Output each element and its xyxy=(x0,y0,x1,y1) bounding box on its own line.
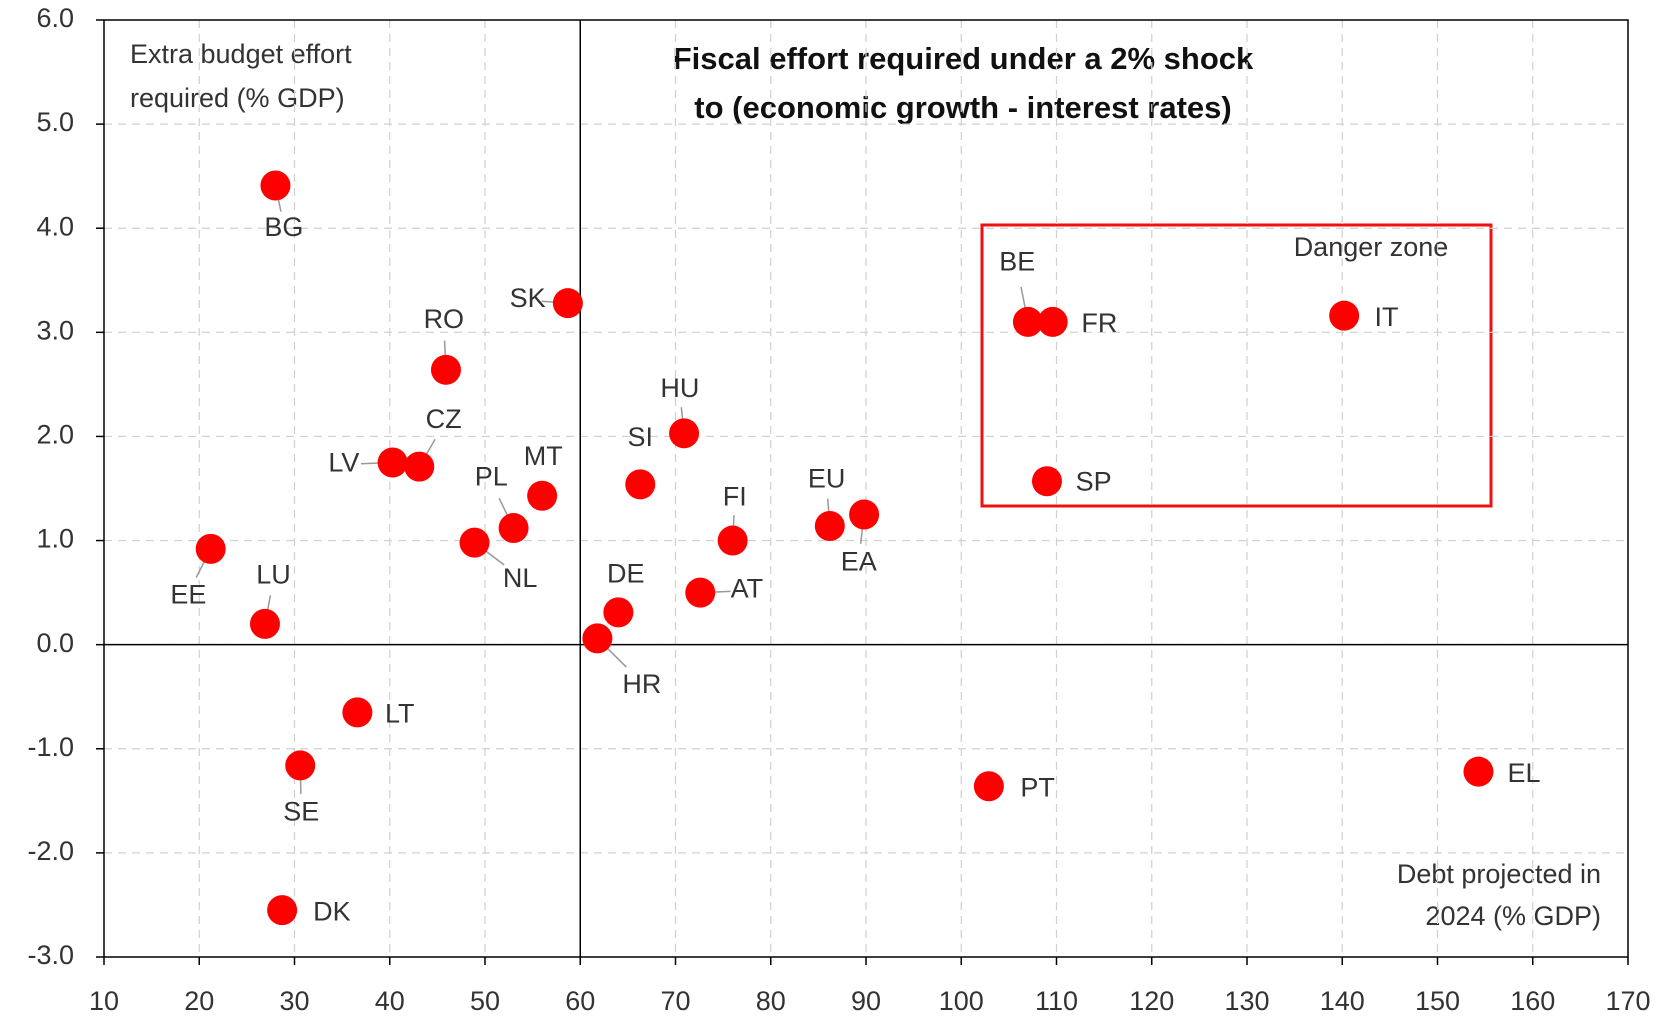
x-tick-label: 150 xyxy=(1415,986,1460,1016)
point xyxy=(527,480,558,511)
y-tick-label: 1.0 xyxy=(36,524,74,554)
point xyxy=(973,771,1004,802)
point xyxy=(430,354,461,385)
y-tick-label: 3.0 xyxy=(36,315,74,345)
point-label: MT xyxy=(524,441,563,471)
y-tick-label: 0.0 xyxy=(36,628,74,658)
point xyxy=(195,533,226,564)
point-label: FR xyxy=(1081,308,1117,338)
point xyxy=(552,288,583,319)
point xyxy=(849,499,880,530)
point xyxy=(459,527,490,558)
y-axis-label: Extra budget effort xyxy=(130,39,352,69)
point-label: AT xyxy=(731,574,764,604)
point-label: EE xyxy=(170,580,206,610)
x-tick-label: 70 xyxy=(660,986,690,1016)
danger-zone-box xyxy=(980,223,1493,508)
x-tick-label: 170 xyxy=(1605,986,1650,1016)
x-tick-label: 130 xyxy=(1224,986,1269,1016)
point xyxy=(342,697,373,728)
x-tick-label: 50 xyxy=(470,986,500,1016)
point-label: EU xyxy=(808,464,846,494)
y-tick-label: 6.0 xyxy=(36,3,74,33)
point-label: BE xyxy=(999,247,1035,277)
point xyxy=(603,597,634,628)
point-label: PT xyxy=(1020,773,1055,803)
point xyxy=(1329,300,1360,331)
y-tick-label: -2.0 xyxy=(27,836,74,866)
x-tick-label: 60 xyxy=(565,986,595,1016)
x-axis-label: 2024 (% GDP) xyxy=(1425,901,1601,931)
x-tick-label: 140 xyxy=(1320,986,1365,1016)
x-tick-label: 30 xyxy=(279,986,309,1016)
y-tick-label: -1.0 xyxy=(27,732,74,762)
point-label: CZ xyxy=(426,404,462,434)
y-tick-label: 5.0 xyxy=(36,107,74,137)
point xyxy=(260,170,291,201)
plot-frame xyxy=(103,19,1629,958)
point xyxy=(267,895,298,926)
x-axis-label: Debt projected in xyxy=(1397,859,1601,889)
point xyxy=(1463,756,1494,787)
point-label: HU xyxy=(660,373,699,403)
y-tick-label: 4.0 xyxy=(36,211,74,241)
point xyxy=(717,525,748,556)
point-label: SP xyxy=(1076,466,1112,496)
point-label: LV xyxy=(328,448,359,478)
point xyxy=(685,577,716,608)
point xyxy=(625,469,656,500)
point xyxy=(498,513,529,544)
point-label: NL xyxy=(503,563,538,593)
point-label: PL xyxy=(475,461,508,491)
point xyxy=(669,418,700,449)
point xyxy=(582,623,613,654)
y-tick-label: 2.0 xyxy=(36,420,74,450)
point-label: BG xyxy=(264,212,303,242)
point-label: IT xyxy=(1375,302,1399,332)
point xyxy=(1012,306,1043,337)
y-tick-label: -3.0 xyxy=(27,940,74,970)
point-label: FI xyxy=(723,481,747,511)
x-tick-label: 110 xyxy=(1035,986,1078,1016)
point-label: SE xyxy=(283,796,319,826)
point-label: DE xyxy=(607,558,645,588)
x-tick-label: 80 xyxy=(756,986,786,1016)
x-tick-label: 10 xyxy=(89,986,119,1016)
point xyxy=(404,451,435,482)
x-tick-label: 120 xyxy=(1129,986,1174,1016)
chart-title: to (economic growth - interest rates) xyxy=(694,90,1231,125)
y-axis-label: required (% GDP) xyxy=(130,83,345,113)
x-tick-label: 100 xyxy=(939,986,984,1016)
point-label: SK xyxy=(510,283,546,313)
x-tick-label: 40 xyxy=(375,986,405,1016)
point-label: HR xyxy=(622,669,661,699)
point-label: SI xyxy=(627,422,653,452)
x-tick-label: 90 xyxy=(851,986,881,1016)
point xyxy=(377,447,408,478)
point-label: EA xyxy=(841,546,877,576)
point-label: LU xyxy=(256,559,291,589)
x-tick-label: 20 xyxy=(184,986,214,1016)
point-label: LT xyxy=(385,699,415,729)
point-label: DK xyxy=(313,896,351,926)
point xyxy=(1031,466,1062,497)
point xyxy=(285,750,316,781)
point-label: EL xyxy=(1508,758,1541,788)
point xyxy=(249,608,280,639)
point xyxy=(814,510,845,541)
x-tick-label: 160 xyxy=(1510,986,1555,1016)
annotation: Danger zone xyxy=(1294,232,1449,262)
chart-title: Fiscal effort required under a 2% shock xyxy=(673,41,1254,76)
point xyxy=(1037,306,1068,337)
point-label: RO xyxy=(424,304,465,334)
